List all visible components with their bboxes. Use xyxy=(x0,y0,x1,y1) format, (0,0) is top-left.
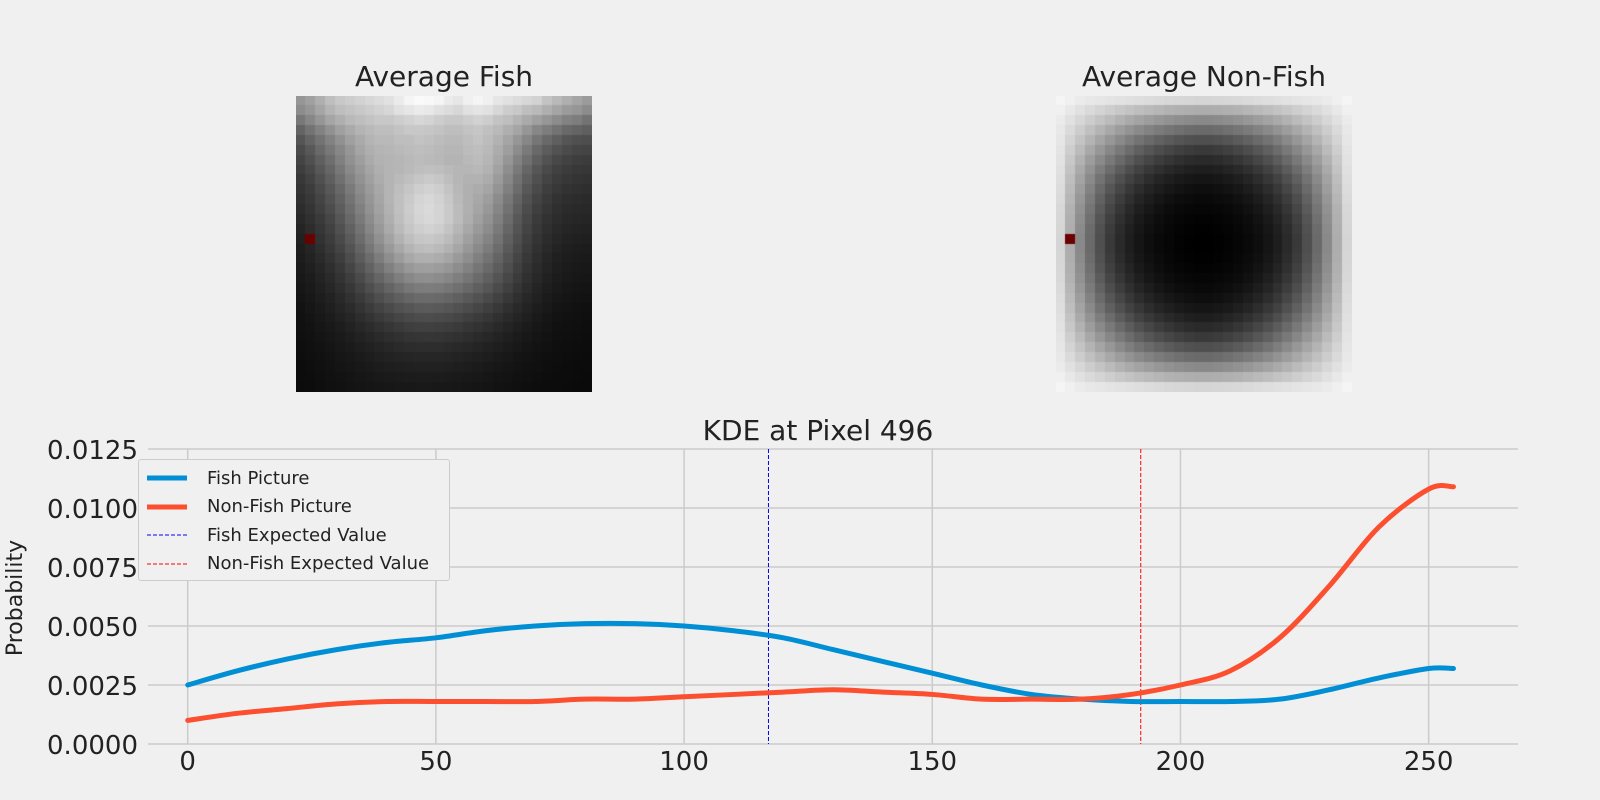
y-tick-label: 0.0000 xyxy=(47,731,138,761)
legend-item-fish-expected: Fish Expected Value xyxy=(147,521,449,550)
legend-item-nonfish-expected: Non-Fish Expected Value xyxy=(147,550,449,579)
x-tick-label: 150 xyxy=(907,747,957,777)
legend-swatch-fish xyxy=(147,475,187,481)
y-tick-label: 0.0025 xyxy=(47,672,138,702)
legend-swatch-nonfish-expected xyxy=(147,563,187,565)
chart-title: KDE at Pixel 496 xyxy=(703,414,934,447)
legend-item-nonfish-picture: Non-Fish Picture xyxy=(147,493,449,522)
legend-label-fish-expected: Fish Expected Value xyxy=(207,524,387,546)
x-tick-label: 100 xyxy=(659,747,709,777)
panel-title-nonfish: Average Non-Fish xyxy=(1082,60,1326,93)
y-tick-label: 0.0125 xyxy=(47,436,138,466)
nonfish-kde-line xyxy=(185,483,1456,723)
y-axis-label: Probability xyxy=(3,540,28,656)
x-tick-label: 50 xyxy=(419,747,452,777)
legend-swatch-nonfish xyxy=(147,504,187,510)
x-tick-label: 0 xyxy=(179,747,196,777)
tick-labels: 0.0000 0.0025 0.0050 0.0075 0.0100 0.0125 0 50 1… xyxy=(47,436,1453,777)
series-lines xyxy=(185,449,1456,744)
y-tick-label: 0.0050 xyxy=(47,613,138,643)
legend-label-fish-picture: Fish Picture xyxy=(207,467,310,489)
legend-label-nonfish-expected: Non-Fish Expected Value xyxy=(207,553,430,575)
x-tick-label: 200 xyxy=(1156,747,1206,777)
average-fish-image xyxy=(296,96,592,392)
legend-label-nonfish-picture: Non-Fish Picture xyxy=(207,496,352,518)
legend-item-fish-picture: Fish Picture xyxy=(147,464,449,493)
x-tick-label: 250 xyxy=(1404,747,1454,777)
fish-kde-line xyxy=(185,620,1456,705)
legend: Fish Picture Non-Fish Picture Fish Expec… xyxy=(138,459,450,581)
panel-title-fish: Average Fish xyxy=(354,60,534,93)
y-tick-label: 0.0075 xyxy=(47,554,138,584)
y-tick-label: 0.0100 xyxy=(47,495,138,525)
average-nonfish-image xyxy=(1056,96,1352,392)
legend-swatch-fish-expected xyxy=(147,534,187,536)
